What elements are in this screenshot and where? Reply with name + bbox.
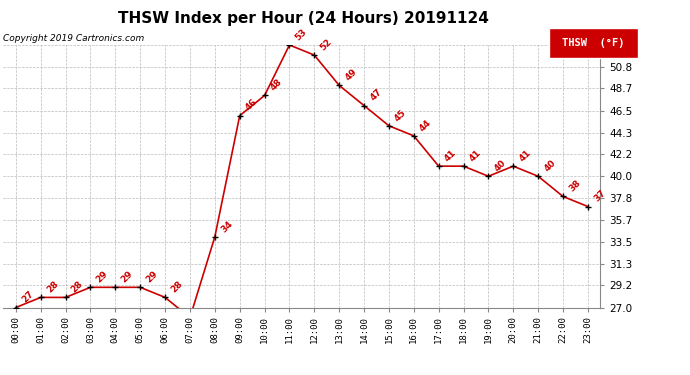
Text: 52: 52 xyxy=(319,37,334,52)
Text: 40: 40 xyxy=(542,158,558,174)
Text: 41: 41 xyxy=(443,148,458,164)
Text: 28: 28 xyxy=(45,279,60,295)
Text: 28: 28 xyxy=(70,279,85,295)
Text: 48: 48 xyxy=(268,77,284,93)
Text: THSW Index per Hour (24 Hours) 20191124: THSW Index per Hour (24 Hours) 20191124 xyxy=(118,11,489,26)
Text: 38: 38 xyxy=(567,178,582,194)
Text: 44: 44 xyxy=(418,118,433,133)
Text: Copyright 2019 Cartronics.com: Copyright 2019 Cartronics.com xyxy=(3,34,145,43)
Text: 53: 53 xyxy=(294,27,309,42)
Text: 37: 37 xyxy=(592,189,607,204)
Text: 45: 45 xyxy=(393,108,408,123)
Text: 29: 29 xyxy=(119,269,135,285)
Text: 46: 46 xyxy=(244,98,259,113)
Text: 40: 40 xyxy=(493,158,508,174)
Text: 29: 29 xyxy=(144,269,159,285)
Text: 41: 41 xyxy=(468,148,483,164)
Text: THSW  (°F): THSW (°F) xyxy=(562,38,624,48)
Text: 29: 29 xyxy=(95,269,110,285)
Text: 26: 26 xyxy=(0,374,1,375)
Text: 27: 27 xyxy=(20,290,35,305)
Text: 47: 47 xyxy=(368,87,384,103)
Text: 49: 49 xyxy=(344,67,359,82)
Text: 41: 41 xyxy=(518,148,533,164)
Text: 28: 28 xyxy=(169,279,184,295)
Text: 34: 34 xyxy=(219,219,235,234)
